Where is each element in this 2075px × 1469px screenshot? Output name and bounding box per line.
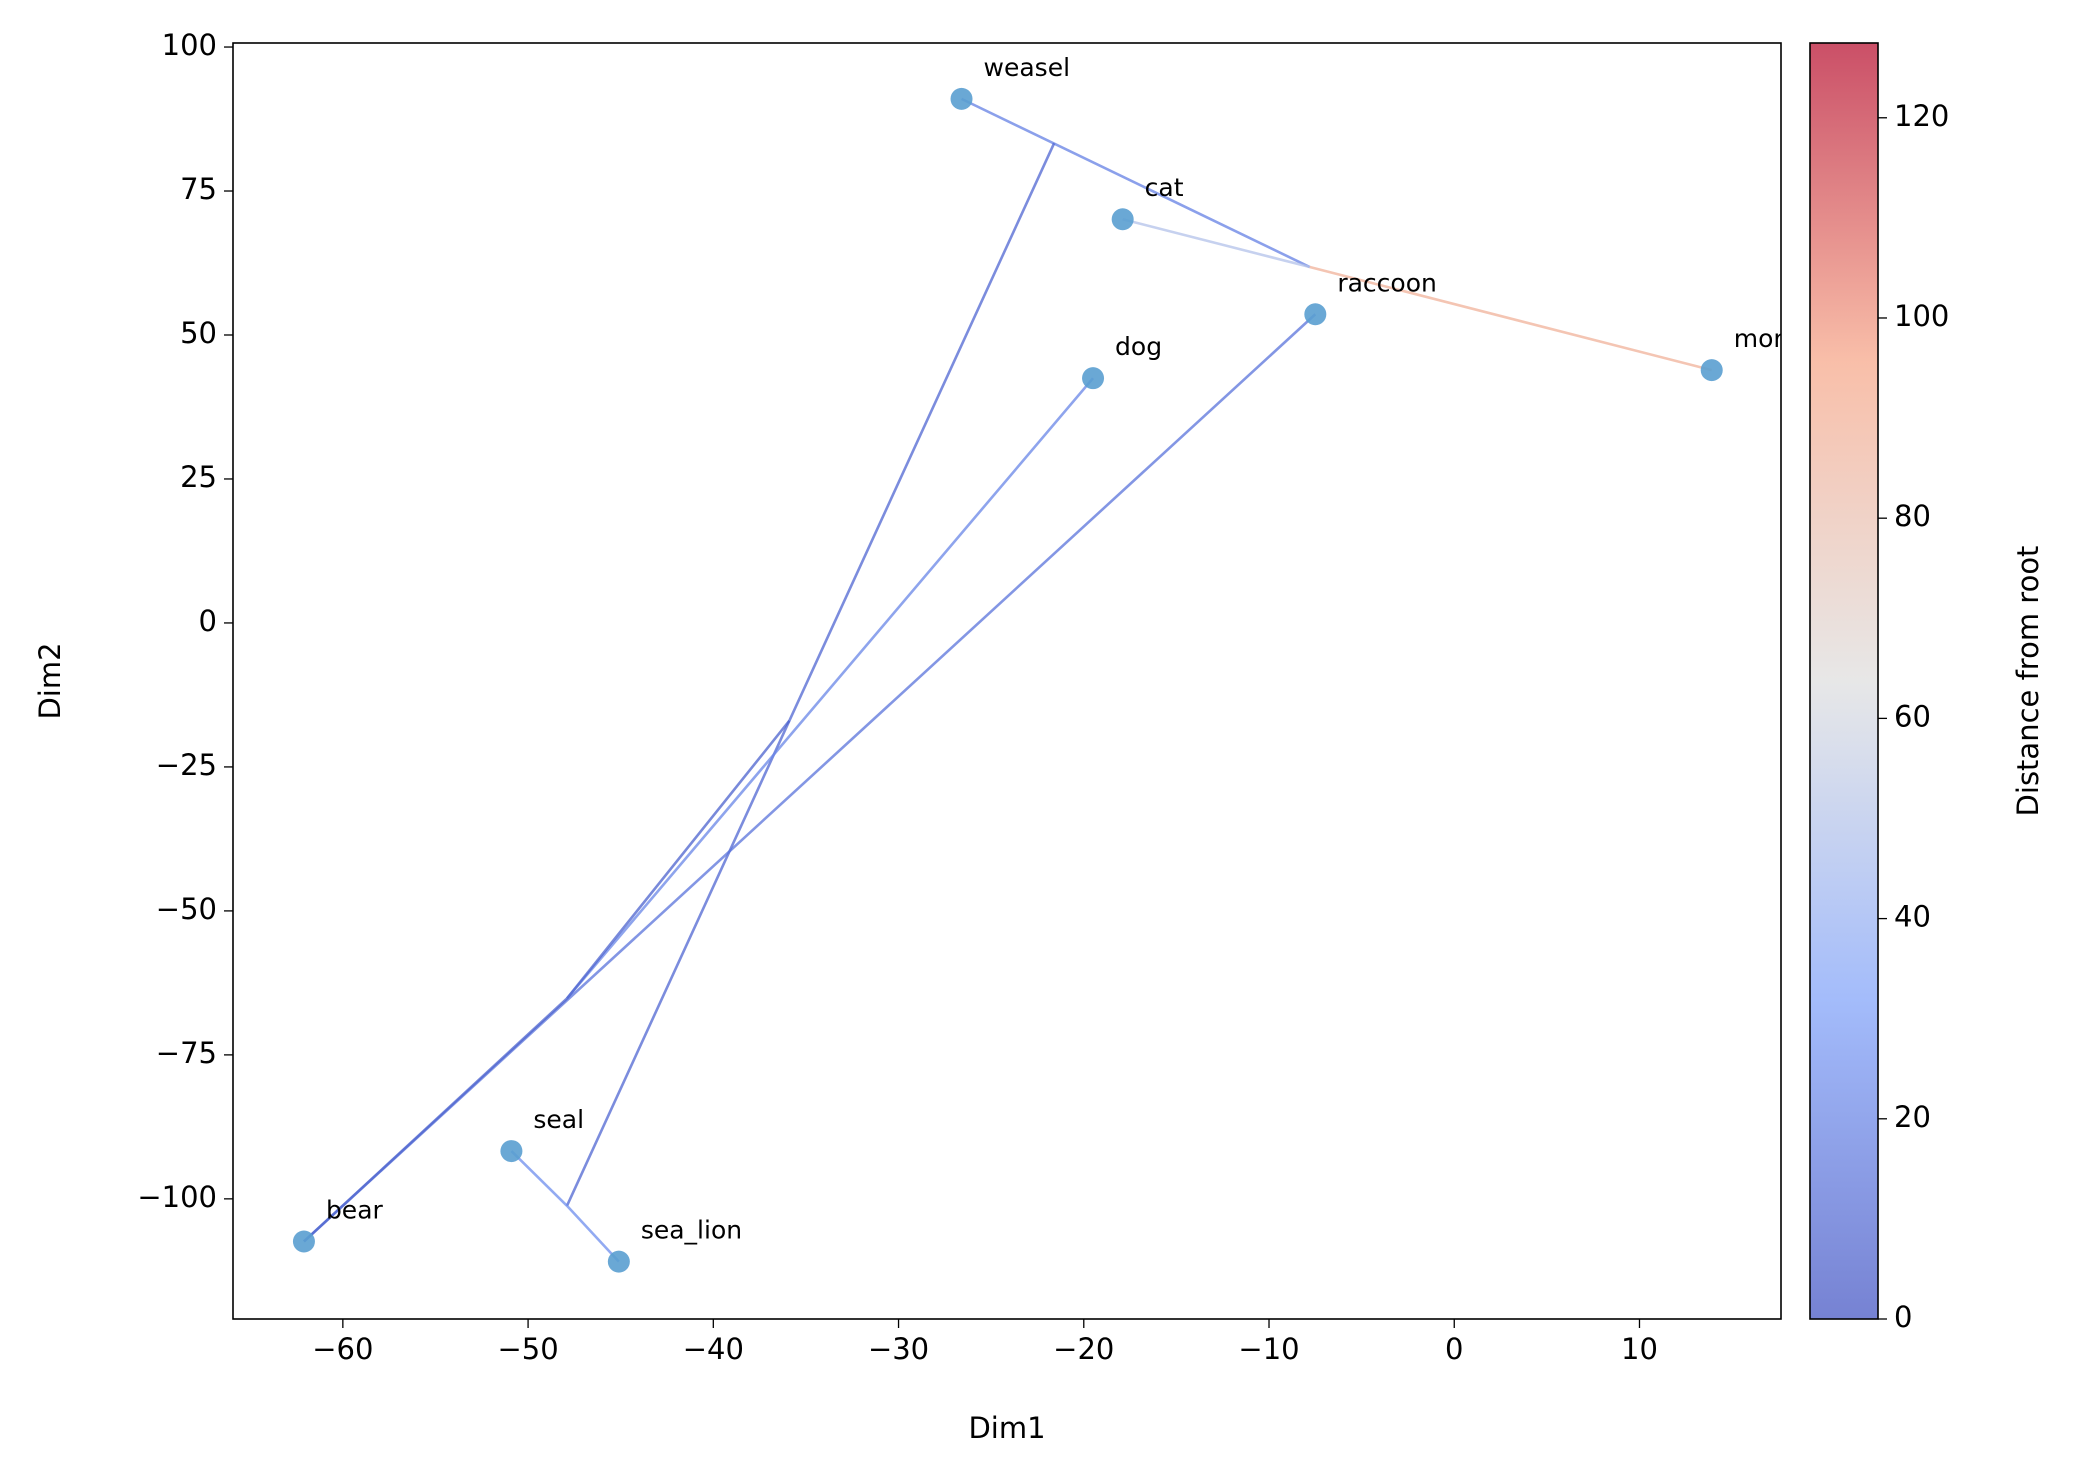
point-label: raccoon [1337,268,1437,297]
x-tick-label: −40 [683,1332,744,1366]
tree-edge [303,997,568,1243]
point [1082,367,1105,390]
point-label: bear [326,1195,384,1224]
y-tick-label: 0 [199,604,217,638]
point [1111,208,1134,231]
y-tick-label: 25 [180,460,217,494]
colorbar [1809,42,1879,1320]
x-tick-label: −20 [1053,1332,1114,1366]
y-tick-label: 50 [180,316,217,350]
y-tick-label: −75 [156,1036,217,1070]
plot-frame [232,42,1782,1320]
tree-edge [1309,265,1713,372]
tree-edge [960,97,1311,269]
point [1700,359,1723,382]
y-tick-label: 75 [180,172,217,206]
point [500,1140,523,1163]
point [607,1250,630,1273]
y-axis-label: Dim2 [33,642,67,719]
y-tick-label: −25 [156,748,217,782]
x-tick-label: −50 [497,1332,558,1366]
y-tick-label: −50 [156,892,217,926]
y-tick-label: 100 [162,28,217,62]
point-label: monkey [1734,324,1833,353]
tree-edge [1122,217,1311,269]
colorbar-tick-label: 80 [1894,499,1931,533]
x-tick-label: −60 [312,1332,373,1366]
y-tick-label: −100 [137,1180,217,1214]
tree-edge [565,720,791,1000]
point-label: weasel [984,53,1071,82]
x-tick-label: −10 [1238,1332,1299,1366]
point-label: cat [1145,173,1184,202]
colorbar-tick-label: 0 [1894,1300,1912,1334]
point [1304,303,1327,326]
point-label: seal [533,1105,584,1134]
point [292,1230,315,1253]
point [950,87,973,110]
tree-edge [565,142,1056,1207]
colorbar-tick-label: 40 [1894,900,1931,934]
colorbar-label: Distance from root [2011,546,2045,817]
colorbar-tick-label: 100 [1894,299,1949,333]
tree-edge [565,377,1095,1000]
tree-edge [566,1204,620,1263]
colorbar-tick-label: 60 [1894,699,1931,733]
point-label: dog [1115,332,1162,361]
point-label: sea_lion [641,1216,742,1245]
x-axis-label: Dim1 [968,1411,1045,1445]
tree-edge [510,1150,568,1207]
colorbar-tick-label: 120 [1894,99,1949,133]
plot-area: weasel cat raccoon monkey dog seal sea_lion bea… [292,53,1833,1273]
x-tick-label: 0 [1445,1332,1463,1366]
x-tick-label: −30 [868,1332,929,1366]
colorbar-tick-label: 20 [1894,1100,1931,1134]
x-tick-label: 10 [1621,1332,1658,1366]
